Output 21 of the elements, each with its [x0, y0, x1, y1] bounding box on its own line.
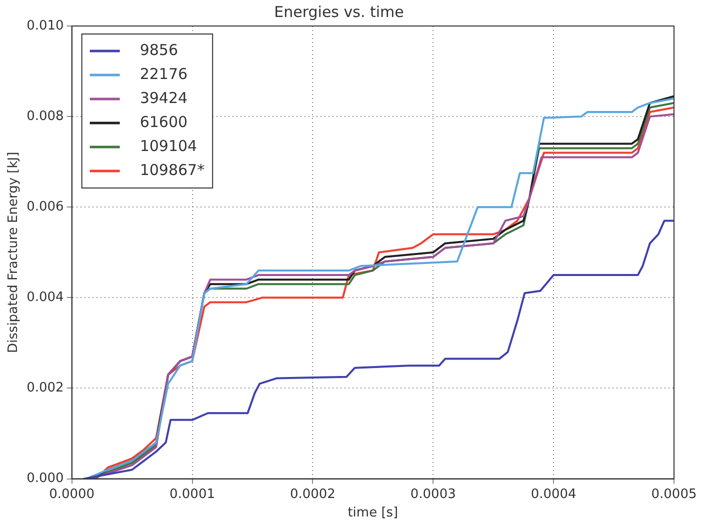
x-tick-label: 0.0003: [410, 486, 456, 502]
x-tick-label: 0.0001: [170, 486, 216, 502]
y-tick-label: 0.002: [26, 380, 64, 396]
legend-label: 22176: [140, 64, 188, 83]
y-tick-label: 0.004: [26, 290, 64, 306]
chart-title: Energies vs. time: [274, 2, 404, 21]
legend-label: 61600: [140, 112, 188, 131]
x-tick-label: 0.0000: [49, 486, 95, 502]
y-axis-title: Dissipated Fracture Energy [kJ]: [6, 152, 22, 353]
legend-label: 9856: [140, 40, 178, 59]
y-tick-label: 0.000: [26, 471, 64, 486]
legend-label: 109867*: [140, 160, 206, 179]
x-tick-label: 0.0004: [530, 486, 576, 502]
x-axis-title: time [s]: [348, 506, 398, 521]
legend-label: 39424: [140, 88, 188, 107]
x-tick-label: 0.0002: [290, 486, 336, 502]
legend-label: 109104: [140, 136, 198, 155]
x-tick-label: 0.0005: [651, 486, 697, 502]
y-tick-label: 0.010: [26, 18, 64, 34]
y-tick-label: 0.006: [26, 199, 64, 214]
y-tick-label: 0.008: [26, 108, 64, 124]
